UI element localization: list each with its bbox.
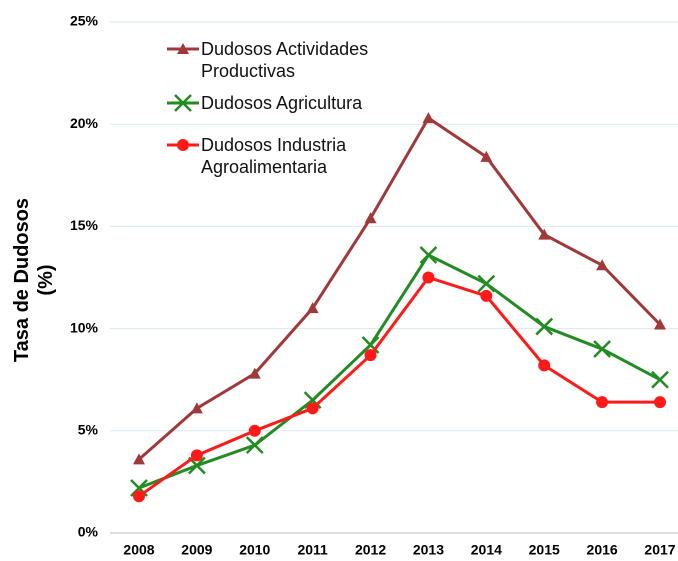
legend-marker [177,139,189,151]
marker [596,259,609,271]
marker [364,349,377,362]
marker [306,302,319,314]
x-tick-label: 2008 [123,542,154,558]
marker [306,402,319,415]
x-tick-label: 2017 [644,542,675,558]
legend-label: Dudosos Industria Agroalimentaria [201,135,347,177]
legend-item: Dudosos Actividades Productivas [165,38,401,82]
x-tick-label: 2011 [297,542,328,558]
marker [593,340,611,358]
y-axis-label: Tasa de Dudosos (%) [11,198,57,362]
marker [190,449,203,462]
legend-swatch [167,139,199,151]
legend: Dudosos Actividades Productivas Dudosos A… [165,38,401,188]
marker [248,424,261,437]
marker [133,453,145,465]
y-tick-label: 5% [78,422,99,438]
marker [651,370,669,389]
marker [245,436,264,454]
legend-label: Dudosos Agricultura [201,93,363,113]
marker [422,271,435,284]
legend-item: Dudosos Agricultura [165,92,401,114]
marker [654,318,666,330]
marker [538,359,551,372]
legend-swatch [167,43,199,54]
marker [538,228,551,240]
y-tick-label: 10% [70,319,99,335]
marker [480,150,493,162]
legend-marker [174,94,192,112]
y-axis-label-line: (%) [35,264,57,295]
line [138,253,661,490]
x-tick-label: 2013 [413,542,444,558]
y-tick-label: 0% [78,524,99,540]
line [138,115,662,461]
marker [133,490,145,503]
x-tick-label: 2009 [181,542,212,558]
x-tick-label: 2010 [239,542,270,558]
y-tick-label: 25% [70,13,99,29]
marker [248,367,261,379]
y-tick-label: 15% [70,217,99,233]
x-tick-label: 2015 [529,542,560,558]
legend-label: Dudosos Actividades Productivas [201,39,369,81]
y-tick-label: 20% [70,115,99,131]
marker [303,391,322,410]
marker [596,396,609,409]
x-tick-label: 2014 [471,542,502,558]
marker [422,112,435,124]
line [138,275,660,498]
marker [477,274,496,293]
x-tick-label: 2012 [355,542,386,558]
marker [364,212,377,224]
x-tick-label: 2016 [587,542,618,558]
marker [654,396,666,409]
legend-marker [177,43,189,54]
marker [535,317,554,336]
legend-item: Dudosos Industria Agroalimentaria [165,134,401,178]
legend-swatch [167,94,199,112]
marker [419,246,438,264]
marker [190,402,203,414]
marker [480,289,493,302]
y-axis-label-line: Tasa de Dudosos [11,198,33,362]
